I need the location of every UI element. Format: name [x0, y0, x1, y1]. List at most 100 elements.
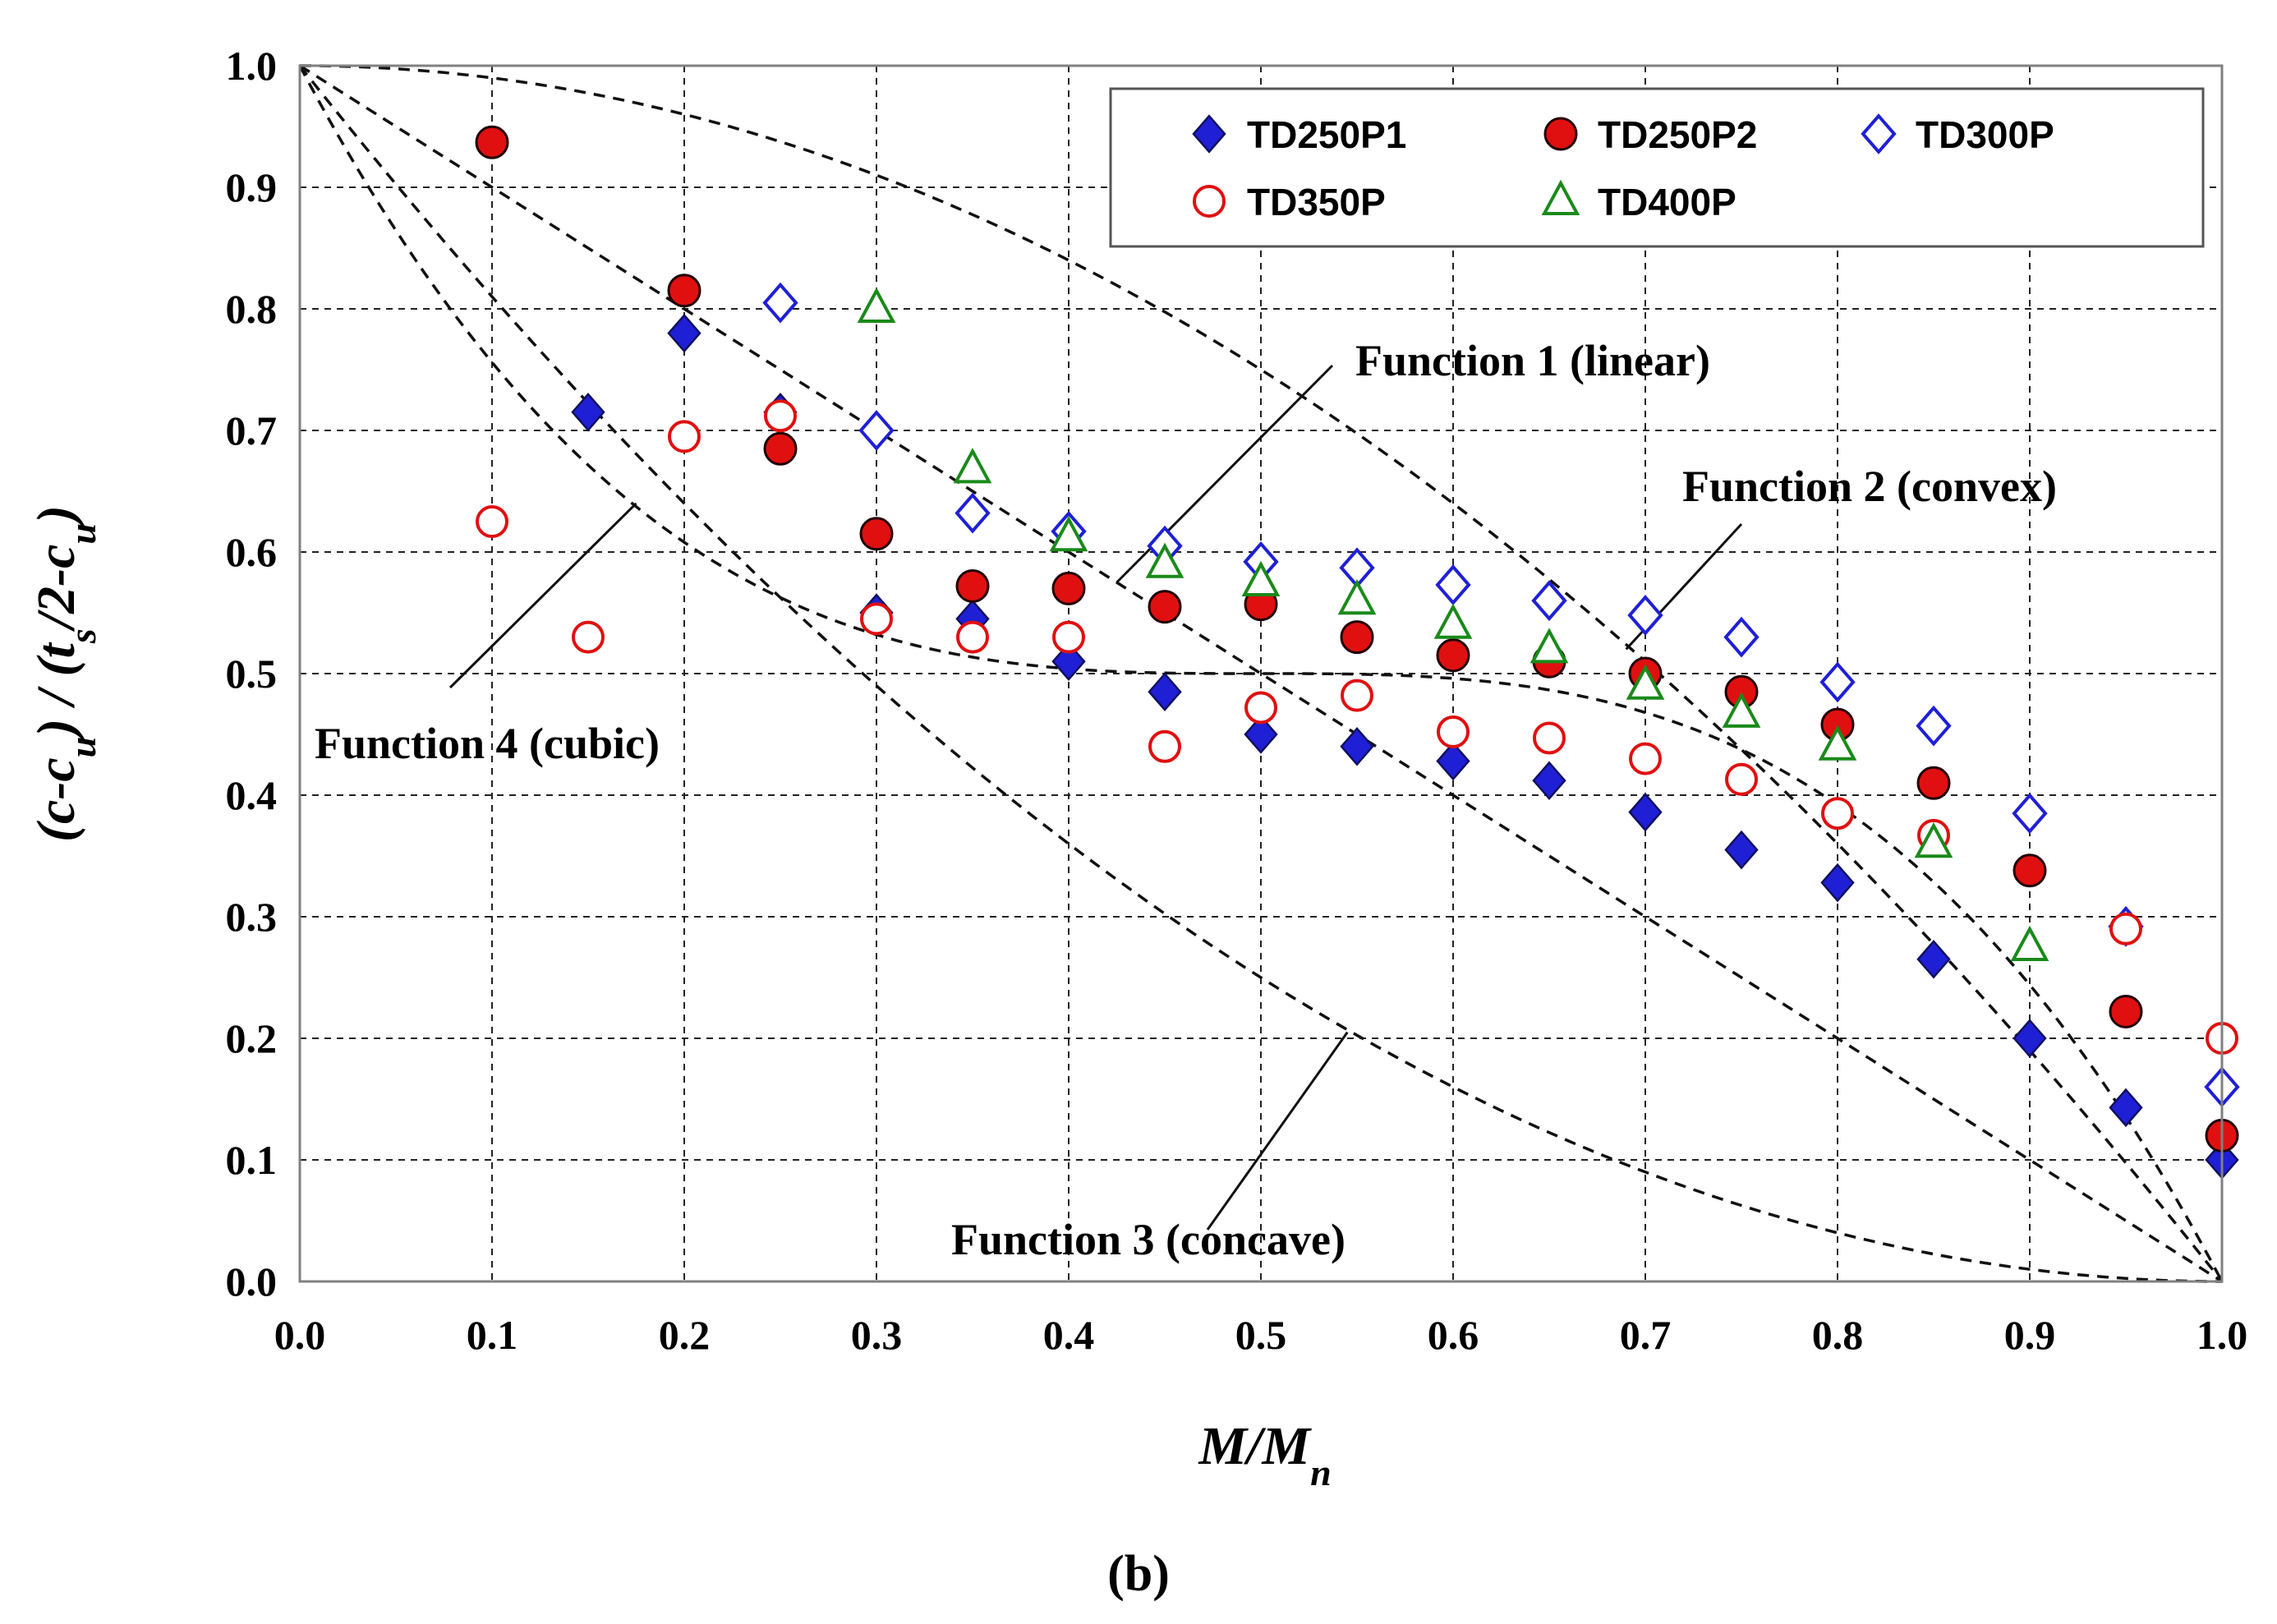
point-td400p — [1049, 516, 1088, 552]
point-td350p — [1148, 729, 1181, 763]
annotation-leader-line — [1206, 1031, 1349, 1231]
point-td400p — [1241, 560, 1281, 596]
point-td350p — [2109, 912, 2142, 945]
point-td250p1 — [1532, 761, 1566, 800]
point-td350p — [1244, 691, 1277, 725]
x-tick-label: 0.4 — [1043, 1312, 1095, 1358]
point-td300p — [2012, 793, 2048, 835]
point-td250p1 — [1916, 940, 1951, 979]
x-tick-label: 0.5 — [1235, 1312, 1287, 1358]
point-td400p — [1530, 628, 1569, 664]
plot-frame — [298, 64, 2224, 1283]
y-tick-label: 1.0 — [226, 43, 278, 89]
point-td250p2 — [1340, 620, 1374, 655]
annotation-leader-line — [448, 502, 637, 689]
point-td250p1 — [1724, 830, 1759, 870]
legend: TD250P1 TD250P2 TD300P TD350P TD400P — [1109, 87, 2205, 248]
point-td400p — [857, 287, 896, 323]
point-td250p1 — [1436, 741, 1470, 781]
y-tick-label: 0.3 — [226, 894, 278, 940]
point-td250p1 — [1148, 672, 1182, 711]
x-tick-label: 0.9 — [2004, 1312, 2056, 1358]
point-td250p2 — [475, 125, 509, 159]
point-td400p — [1722, 692, 1761, 728]
point-td250p1 — [1244, 715, 1278, 754]
reference-curve-function-2 — [300, 64, 2224, 1283]
point-td400p — [1626, 664, 1665, 700]
reference-curve-function-1 — [299, 64, 2223, 1283]
legend-marker-td250p2 — [1543, 117, 1578, 151]
legend-markers — [1192, 113, 1897, 218]
legend-marker-td400p — [1541, 179, 1580, 215]
point-td250p1 — [1820, 863, 1855, 903]
point-td350p — [1629, 742, 1662, 775]
annotation-function-2: Function 2 (convex) — [1682, 462, 2057, 511]
point-td250p2 — [955, 568, 990, 603]
x-axis-title: M/Mn — [1198, 1416, 1331, 1493]
point-td400p — [1433, 603, 1473, 639]
legend-box — [1109, 87, 2205, 248]
point-td300p — [858, 410, 895, 451]
y-tick-label: 0.6 — [226, 529, 278, 575]
point-td250p1 — [1051, 642, 1086, 681]
point-td250p2 — [1148, 590, 1182, 624]
x-tick-label: 0.7 — [1620, 1312, 1672, 1358]
point-td400p — [1818, 725, 1857, 761]
point-td350p — [668, 420, 701, 453]
tick-labels: 0.0 0.1 0.2 0.3 0.4 0.5 0.6 0.7 0.8 0.9 1.0 0.0 0.1 0… — [226, 43, 2248, 1358]
x-tick-label: 0.1 — [467, 1312, 518, 1358]
point-td350p — [572, 620, 605, 654]
point-td300p — [762, 282, 798, 324]
y-tick-label: 0.8 — [226, 286, 278, 332]
point-td350p — [1437, 715, 1470, 749]
point-td350p — [1052, 620, 1085, 654]
y-tick-label: 0.2 — [226, 1015, 278, 1061]
point-td250p2 — [1436, 638, 1470, 673]
point-td300p — [1916, 705, 1952, 747]
point-td250p1 — [1628, 792, 1663, 832]
point-td250p2 — [859, 517, 894, 551]
legend-marker-td250p1 — [1192, 114, 1226, 154]
x-tick-label: 0.6 — [1428, 1312, 1479, 1358]
reference-curve-function-4 — [298, 65, 2224, 1282]
x-tick-label: 1.0 — [2196, 1312, 2248, 1358]
x-tick-label: 0.3 — [851, 1312, 903, 1358]
point-td250p2 — [1051, 571, 1086, 605]
annotation-function-1: Function 1 (linear) — [1355, 336, 1710, 385]
point-td400p — [1337, 578, 1377, 615]
point-td300p — [954, 492, 991, 534]
y-tick-label: 0.7 — [226, 407, 278, 453]
point-td350p — [1821, 797, 1854, 830]
point-td250p2 — [2012, 853, 2047, 888]
point-td250p1 — [2109, 1088, 2143, 1128]
point-td350p — [1533, 721, 1566, 755]
y-tick-label: 0.0 — [226, 1258, 278, 1304]
legend-marker-td350p — [1193, 185, 1226, 218]
legend-label-td350p: TD350P — [1247, 181, 1386, 223]
figure-caption: (b) — [1107, 1546, 1170, 1602]
point-td250p2 — [1916, 766, 1951, 800]
point-td250p2 — [2109, 994, 2143, 1028]
data-points — [475, 125, 2240, 1180]
point-td400p — [1914, 821, 1953, 858]
point-td300p — [1435, 564, 1471, 605]
point-td350p — [860, 602, 893, 636]
point-td350p — [1341, 679, 1373, 712]
legend-label-td400p: TD400P — [1598, 181, 1736, 223]
legend-marker-td300p — [1861, 113, 1897, 154]
y-tick-label: 0.5 — [226, 651, 278, 697]
y-tick-label: 0.4 — [226, 772, 278, 818]
point-td350p — [956, 620, 989, 654]
reference-curve-function-3 — [298, 64, 2222, 1283]
point-td400p — [2010, 925, 2049, 961]
point-td300p — [1627, 595, 1663, 636]
point-td250p1 — [2012, 1019, 2047, 1058]
annotation-function-3: Function 3 (concave) — [951, 1215, 1346, 1264]
point-td300p — [1819, 661, 1856, 703]
point-td250p2 — [763, 431, 798, 466]
reference-curves — [298, 64, 2224, 1283]
point-td250p1 — [667, 313, 702, 353]
legend-label-td250p2: TD250P2 — [1598, 113, 1757, 156]
legend-label-td250p1: TD250P1 — [1247, 113, 1406, 156]
